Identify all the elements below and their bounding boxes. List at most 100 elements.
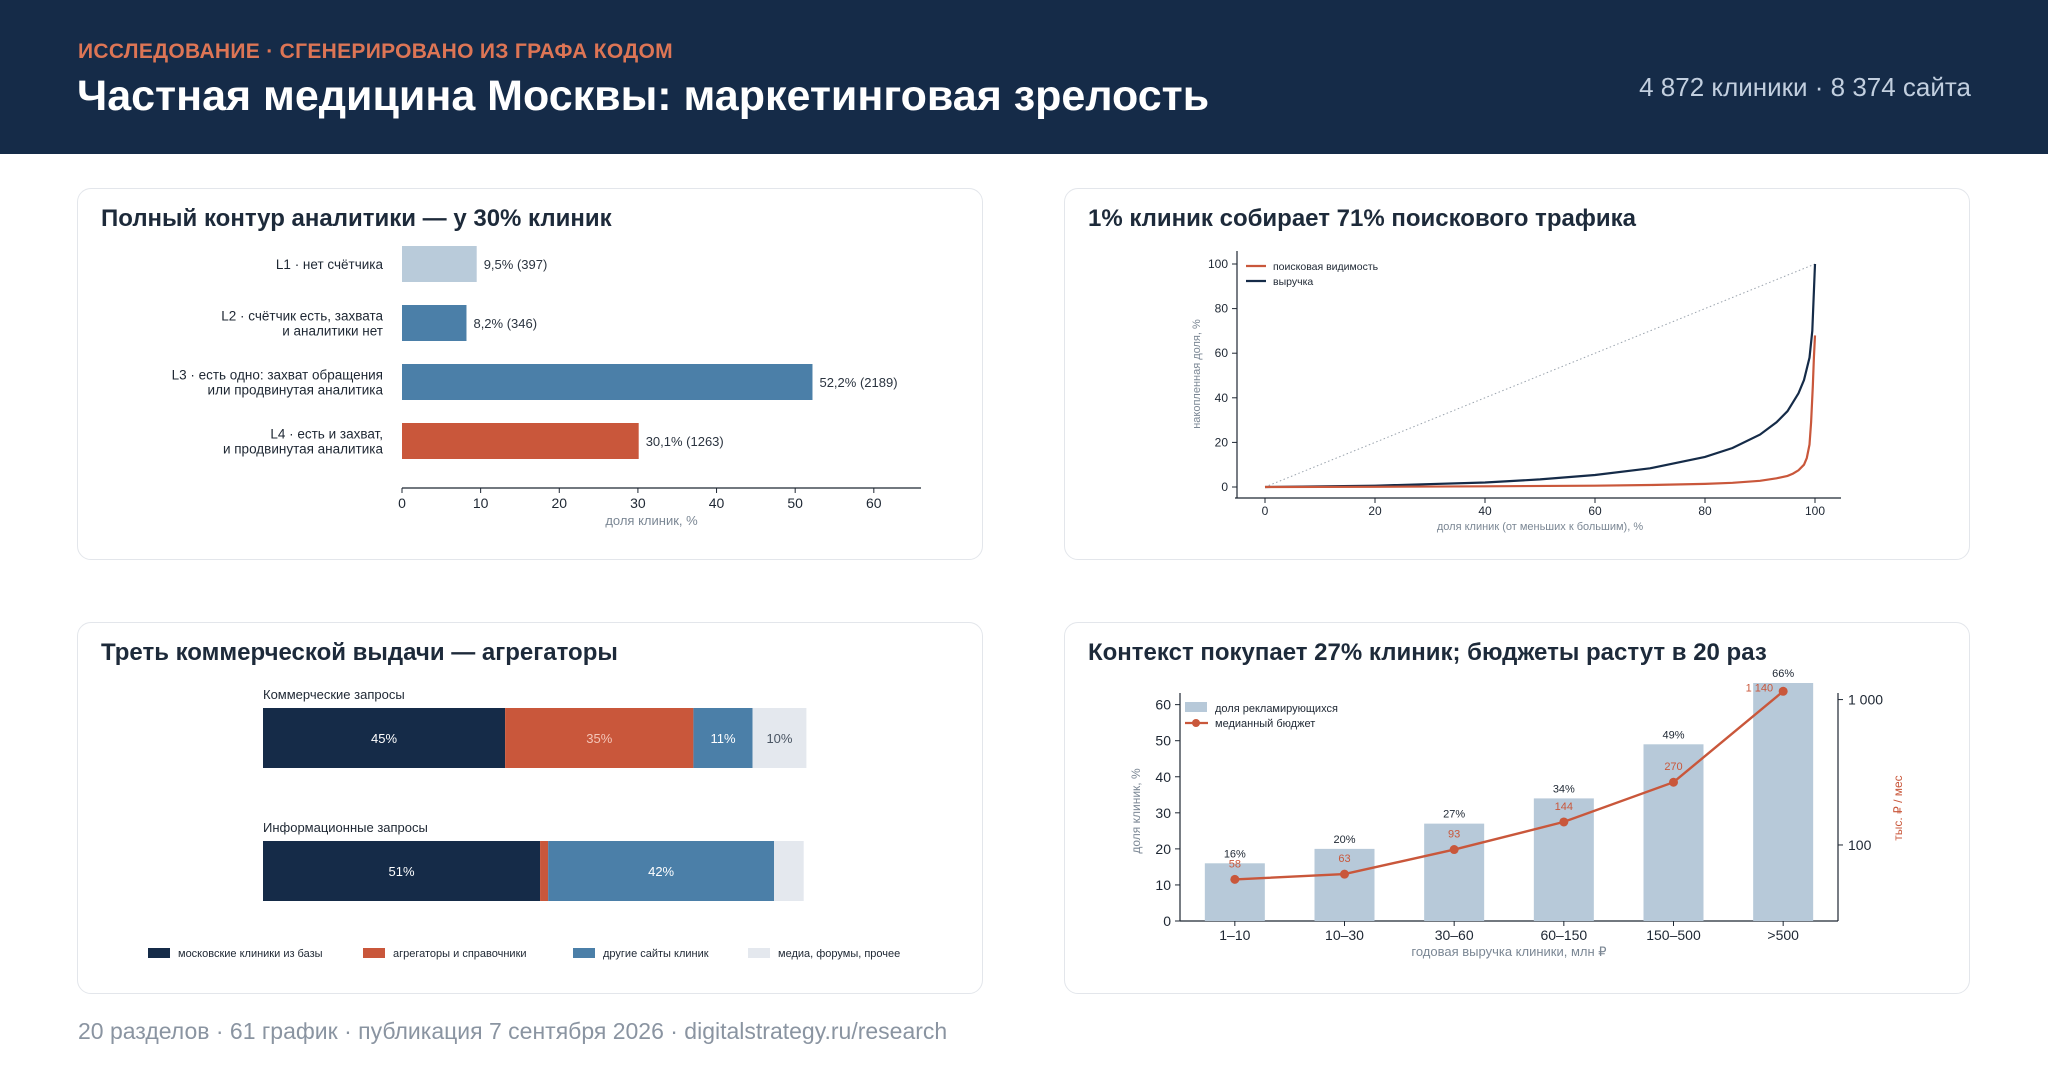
legend-swatch <box>748 948 770 958</box>
x-tick-label: 10–30 <box>1325 927 1364 943</box>
x-tick-label: >500 <box>1767 927 1799 943</box>
x-axis-label: доля клиник, % <box>605 513 698 528</box>
x-tick-label: 60 <box>866 495 882 511</box>
bar <box>402 305 467 341</box>
bar <box>402 423 639 459</box>
legend-label: доля рекламирующихся <box>1215 703 1338 715</box>
bar-data-label: 66% <box>1772 668 1794 680</box>
bar-data-label: 49% <box>1662 729 1684 741</box>
x-tick-label: 30 <box>630 495 646 511</box>
bar <box>402 246 477 282</box>
budget-point <box>1669 777 1678 787</box>
category-label: и продвинутая аналитика <box>223 442 384 457</box>
bar-segment <box>263 841 541 901</box>
card-search-traffic: 1% клиник собирает 71% поискового трафик… <box>1064 188 1970 560</box>
y-tick-label: 60 <box>1215 346 1229 360</box>
x-tick-label: 30–60 <box>1435 927 1474 943</box>
x-tick-label: 20 <box>551 495 567 511</box>
data-label: 10% <box>766 731 792 746</box>
legend-swatch <box>363 948 385 958</box>
budget-data-label: 58 <box>1229 858 1241 870</box>
legend-label: другие сайты клиник <box>603 948 709 960</box>
header: ИССЛЕДОВАНИЕ · СГЕНЕРИРОВАНО ИЗ ГРАФА КО… <box>0 0 2048 154</box>
x-tick-label: 20 <box>1368 504 1382 518</box>
y-tick-label: 30 <box>1155 805 1171 821</box>
budget-point <box>1449 845 1459 855</box>
x-tick-label: 80 <box>1698 504 1712 518</box>
series-line <box>1264 263 1817 489</box>
y2-tick-label: 1 000 <box>1848 692 1883 708</box>
y-tick-label: 50 <box>1155 733 1171 749</box>
x-tick-label: 1–10 <box>1219 927 1250 943</box>
category-label: L3 · есть одно: захват обращения <box>172 368 383 383</box>
x-tick-label: 50 <box>787 495 803 511</box>
legend-swatch <box>1185 702 1207 712</box>
chart-title: Треть коммерческой выдачи — агрегаторы <box>101 639 618 666</box>
x-axis-label: годовая выручка клиники, млн ₽ <box>1411 944 1606 959</box>
bar-data-label: 27% <box>1443 809 1465 821</box>
y-tick-label: 0 <box>1221 480 1228 494</box>
y-tick-label: 40 <box>1155 769 1171 785</box>
x-tick-label: 40 <box>1478 504 1492 518</box>
bar-segment <box>774 841 804 901</box>
legend-label: выручка <box>1273 276 1313 288</box>
data-label: 30,1% (1263) <box>646 434 724 449</box>
bar <box>1204 863 1265 921</box>
bar-segment <box>548 841 775 901</box>
y2-tick-label: 100 <box>1848 837 1872 853</box>
card-serp-share: Треть коммерческой выдачи — агрегаторы К… <box>77 622 983 994</box>
y-tick-label: 60 <box>1155 697 1171 713</box>
bar <box>1424 823 1485 921</box>
data-label: 8,2% (346) <box>473 316 537 331</box>
x-tick-label: 10 <box>473 495 489 511</box>
data-label: 35% <box>586 731 612 746</box>
bar-segment <box>752 708 807 768</box>
page-title: Частная медицина Москвы: маркетинговая з… <box>77 72 1210 120</box>
budget-point <box>1559 817 1569 827</box>
category-label: Информационные запросы <box>263 820 428 835</box>
budget-point <box>1778 686 1788 696</box>
budget-data-label: 1 140 <box>1746 682 1774 694</box>
data-label: 42% <box>648 864 674 879</box>
chart-title: Полный контур аналитики — у 30% клиник <box>101 205 612 232</box>
bar <box>1643 744 1704 921</box>
y-axis-label: доля клиник, % <box>1129 768 1143 854</box>
legend-label: агрегаторы и справочники <box>393 948 527 960</box>
bar-data-label: 20% <box>1333 834 1355 846</box>
footer: 20 разделов · 61 график · публикация 7 с… <box>78 1018 948 1044</box>
chart-context-ads: 0 10 20 30 40 50 60 100 1 000 16% 20% 27% 34% 49% 66% 1… <box>1129 668 1905 959</box>
category-label: L2 · счётчик есть, захвата <box>221 309 383 324</box>
budget-line <box>1234 690 1784 881</box>
category-label: L1 · нет счётчика <box>276 257 384 272</box>
y-tick-label: 40 <box>1215 391 1229 405</box>
budget-data-label: 144 <box>1555 801 1573 813</box>
chart-analytics-contour: 9,5% (397) L1 · нет счётчика 8,2% (346) L2 … <box>172 246 921 528</box>
x-tick-label: 60 <box>1588 504 1602 518</box>
x-tick-label: 150–500 <box>1646 927 1701 943</box>
card-analytics: Полный контур аналитики — у 30% клиник 9… <box>77 188 983 560</box>
data-label: 52,2% (2189) <box>819 375 897 390</box>
x-axis-label: доля клиник (от меньших к большим), % <box>1437 521 1643 533</box>
bar <box>1753 683 1814 921</box>
header-kicker: ИССЛЕДОВАНИЕ · СГЕНЕРИРОВАНО ИЗ ГРАФА КО… <box>78 40 673 63</box>
chart-lorenz-curve: 0 20 40 60 80 100 0 20 40 60 80 100 доля клиник (от … <box>1191 251 1841 533</box>
y-tick-label: 20 <box>1155 841 1171 857</box>
bar-data-label: 34% <box>1553 783 1575 795</box>
chart-title: 1% клиник собирает 71% поискового трафик… <box>1088 205 1636 232</box>
y-tick-label: 10 <box>1155 877 1171 893</box>
legend-label: медианный бюджет <box>1215 718 1315 730</box>
legend-label: поисковая видимость <box>1273 261 1379 273</box>
category-label: Коммерческие запросы <box>263 687 405 702</box>
budget-data-label: 93 <box>1448 829 1460 841</box>
equality-line <box>1264 263 1816 488</box>
legend-marker <box>1192 719 1200 727</box>
data-label: 11% <box>710 731 735 746</box>
legend-label: медиа, форумы, прочее <box>778 948 900 960</box>
bar-segment <box>263 708 506 768</box>
card-context-ads: Контекст покупает 27% клиник; бюджеты ра… <box>1064 622 1970 994</box>
header-stats: 4 872 клиники · 8 374 сайта <box>1639 72 1971 102</box>
x-tick-label: 60–150 <box>1540 927 1587 943</box>
data-label: 9,5% (397) <box>484 257 548 272</box>
budget-point <box>1230 874 1240 884</box>
y-tick-label: 0 <box>1163 913 1171 929</box>
